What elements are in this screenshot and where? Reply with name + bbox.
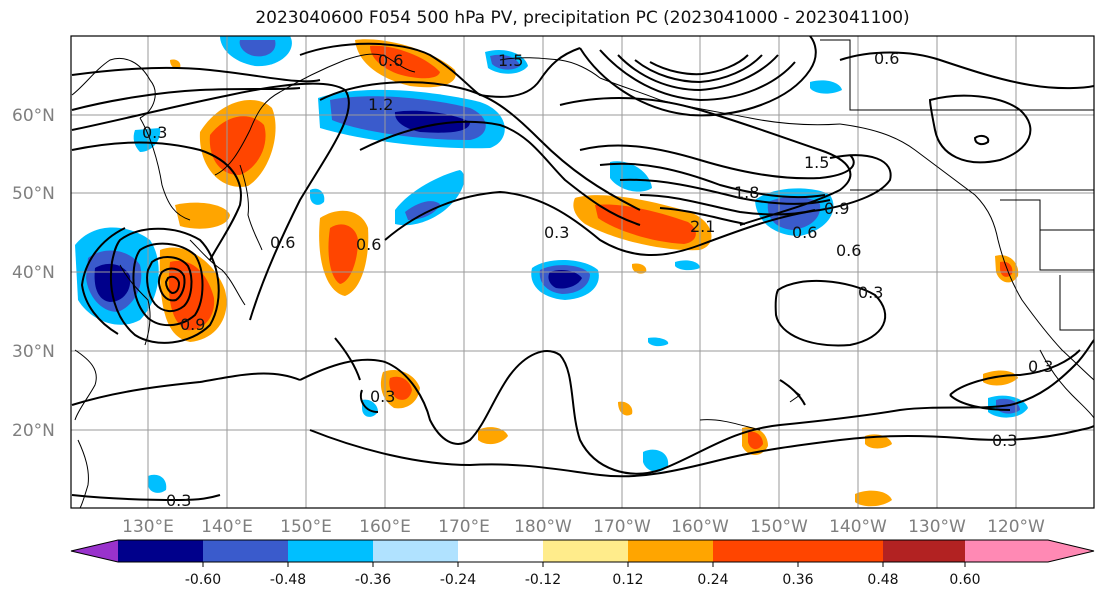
colorbar-tick-label: 0.60 xyxy=(949,572,980,588)
lon-label: 150°W xyxy=(750,517,808,537)
colorbar-swatch xyxy=(628,540,713,562)
contour-label: 1.5 xyxy=(804,153,829,172)
map-panel: 0.3 0.3 0.3 0.3 0.3 0.3 0.6 0.6 0.6 0.6 … xyxy=(70,35,1095,510)
contour-label: 0.3 xyxy=(544,223,569,242)
colorbar-swatch xyxy=(883,540,965,562)
contour-label: 1.8 xyxy=(734,183,759,202)
contour-label: 0.3 xyxy=(992,431,1017,450)
colorbar-swatch xyxy=(288,540,373,562)
colorbar-tick-label: -0.48 xyxy=(270,572,306,588)
colorbar-swatch xyxy=(543,540,628,562)
colorbar: -0.60 -0.48 -0.36 -0.24 -0.12 0.12 0.24 … xyxy=(70,539,1095,588)
lon-label: 160°E xyxy=(359,517,411,537)
colorbar-tick-label: -0.24 xyxy=(440,572,476,588)
coastlines xyxy=(71,39,1094,508)
lon-label: 140°W xyxy=(829,517,887,537)
lon-label: 150°E xyxy=(280,517,332,537)
contour-label: 0.3 xyxy=(858,283,883,302)
contour-label: 0.9 xyxy=(824,199,849,218)
lon-label: 160°W xyxy=(671,517,729,537)
contour-label: 0.6 xyxy=(836,241,861,260)
lon-label: 170°E xyxy=(438,517,490,537)
contour-label: 0.3 xyxy=(370,387,395,406)
contour-label: 0.3 xyxy=(142,123,167,142)
colorbar-tick-label: -0.12 xyxy=(525,572,561,588)
contour-label: 0.6 xyxy=(792,223,817,242)
lon-label: 140°E xyxy=(201,517,253,537)
colorbar-swatch xyxy=(798,540,883,562)
contour-label: 0.6 xyxy=(270,233,295,252)
contour-label: 0.3 xyxy=(1028,357,1053,376)
colorbar-tick-label: -0.36 xyxy=(355,572,391,588)
contour-label: 1.5 xyxy=(498,51,523,70)
colorbar-swatch xyxy=(458,540,543,562)
colorbar-swatch xyxy=(965,540,1048,562)
colorbar-tick-label: 0.24 xyxy=(697,572,728,588)
colorbar-swatch xyxy=(203,540,288,562)
colorbar-ticks xyxy=(202,562,966,567)
pv-contours xyxy=(71,36,1094,502)
colorbar-tick-label: 0.48 xyxy=(867,572,898,588)
contour-label: 2.1 xyxy=(690,217,715,236)
lon-label: 170°W xyxy=(593,517,651,537)
lon-label: 130°W xyxy=(908,517,966,537)
colorbar-extend-max xyxy=(1048,540,1094,562)
colorbar-tick-label: 0.12 xyxy=(612,572,643,588)
map-frame xyxy=(70,35,1095,509)
contour-label: 0.3 xyxy=(166,491,191,510)
pv-contour-labels: 0.3 0.3 0.3 0.3 0.3 0.3 0.6 0.6 0.6 0.6 … xyxy=(142,49,1053,510)
colorbar-tick-label: 0.36 xyxy=(782,572,813,588)
colorbar-swatch xyxy=(118,540,203,562)
lon-label: 180°W xyxy=(514,517,572,537)
contour-label: 0.6 xyxy=(874,49,899,68)
lon-label: 120°W xyxy=(987,517,1045,537)
lat-label: 50°N xyxy=(12,184,55,204)
contour-label: 0.6 xyxy=(356,235,381,254)
map-title: 2023040600 F054 500 hPa PV, precipitatio… xyxy=(255,8,910,28)
contour-label: 0.9 xyxy=(180,315,205,334)
lat-label: 20°N xyxy=(12,421,55,441)
lat-label: 30°N xyxy=(12,342,55,362)
contour-label: 1.2 xyxy=(368,95,393,114)
lat-label: 40°N xyxy=(12,263,55,283)
lat-label: 60°N xyxy=(12,106,55,126)
colorbar-tick-label: -0.60 xyxy=(185,572,221,588)
colorbar-swatch xyxy=(373,540,458,562)
latitude-labels: 60°N 50°N 40°N 30°N 20°N xyxy=(12,106,55,441)
longitude-labels: 130°E 140°E 150°E 160°E 170°E 180°W 170°… xyxy=(122,517,1045,537)
colorbar-extend-min xyxy=(71,540,118,562)
colorbar-outline xyxy=(70,539,1095,563)
lon-label: 130°E xyxy=(122,517,174,537)
colorbar-swatch xyxy=(713,540,798,562)
contour-label: 0.6 xyxy=(378,51,403,70)
